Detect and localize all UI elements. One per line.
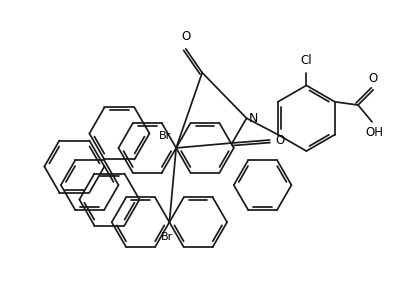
Text: OH: OH: [365, 126, 383, 139]
Text: Br: Br: [159, 131, 171, 141]
Text: Cl: Cl: [300, 54, 312, 67]
Text: Br: Br: [161, 232, 173, 242]
Text: O: O: [181, 30, 190, 43]
Text: O: O: [276, 134, 285, 147]
Text: N: N: [249, 112, 258, 125]
Text: O: O: [369, 72, 378, 85]
